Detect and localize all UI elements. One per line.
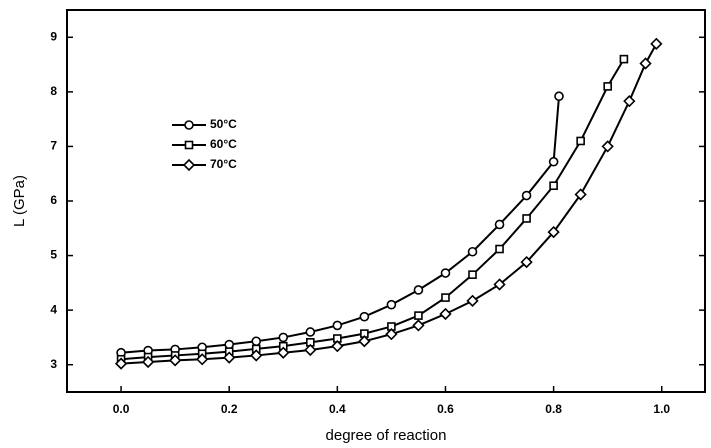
marker bbox=[304, 343, 317, 357]
marker bbox=[305, 327, 316, 337]
marker bbox=[494, 219, 505, 230]
legend-marker bbox=[184, 120, 194, 130]
y-axis-label: L (GPa) bbox=[11, 175, 28, 227]
marker bbox=[331, 340, 344, 353]
marker bbox=[114, 357, 128, 370]
legend-label: 60°C bbox=[210, 137, 237, 151]
marker bbox=[601, 140, 614, 153]
marker bbox=[623, 95, 636, 108]
x-tick-label: 0.2 bbox=[221, 402, 238, 416]
legend-marker bbox=[182, 158, 196, 172]
x-tick-label: 0.4 bbox=[329, 402, 346, 416]
series-line bbox=[120, 96, 561, 354]
marker bbox=[549, 181, 558, 191]
y-tick-label: 7 bbox=[50, 139, 57, 153]
series-line bbox=[121, 43, 658, 365]
y-tick-label: 4 bbox=[50, 302, 57, 316]
marker bbox=[386, 299, 397, 310]
x-tick-label: 1.0 bbox=[653, 402, 670, 416]
marker bbox=[412, 319, 425, 332]
y-tick-label: 8 bbox=[50, 84, 57, 98]
marker bbox=[251, 336, 262, 347]
marker bbox=[359, 311, 370, 322]
marker bbox=[278, 332, 289, 343]
y-tick-label: 9 bbox=[50, 29, 57, 43]
marker bbox=[439, 307, 452, 321]
marker bbox=[495, 244, 504, 254]
marker bbox=[358, 335, 371, 348]
marker bbox=[250, 349, 263, 362]
marker bbox=[141, 355, 155, 369]
legend-label: 70°C bbox=[210, 157, 237, 171]
marker bbox=[468, 270, 477, 279]
x-tick-label: 0.8 bbox=[545, 402, 562, 416]
x-axis-label: degree of reaction bbox=[326, 427, 447, 444]
marker bbox=[441, 293, 450, 302]
y-tick-label: 5 bbox=[50, 248, 57, 262]
marker bbox=[548, 156, 559, 167]
marker bbox=[196, 353, 209, 366]
marker bbox=[332, 320, 343, 331]
x-tick-label: 0.6 bbox=[437, 402, 454, 416]
marker bbox=[440, 268, 451, 278]
marker bbox=[493, 278, 506, 291]
marker bbox=[521, 190, 532, 201]
y-tick-label: 3 bbox=[50, 357, 57, 371]
marker bbox=[522, 214, 531, 223]
marker bbox=[547, 225, 560, 239]
marker bbox=[619, 54, 629, 64]
legend-marker bbox=[184, 140, 194, 150]
marker bbox=[169, 354, 182, 367]
marker bbox=[385, 328, 398, 341]
marker bbox=[576, 136, 585, 146]
marker bbox=[650, 37, 663, 50]
marker bbox=[639, 57, 652, 70]
series-line bbox=[120, 58, 625, 361]
marker bbox=[554, 91, 564, 102]
y-tick-label: 6 bbox=[50, 193, 57, 207]
marker bbox=[223, 351, 236, 364]
marker bbox=[467, 246, 478, 257]
marker bbox=[520, 255, 533, 269]
x-tick-label: 0.0 bbox=[113, 402, 130, 416]
marker bbox=[574, 188, 587, 201]
marker bbox=[413, 285, 424, 295]
marker bbox=[466, 294, 479, 307]
marker bbox=[277, 346, 290, 359]
marker bbox=[414, 311, 423, 320]
marker bbox=[603, 82, 612, 91]
legend-label: 50°C bbox=[210, 117, 237, 131]
